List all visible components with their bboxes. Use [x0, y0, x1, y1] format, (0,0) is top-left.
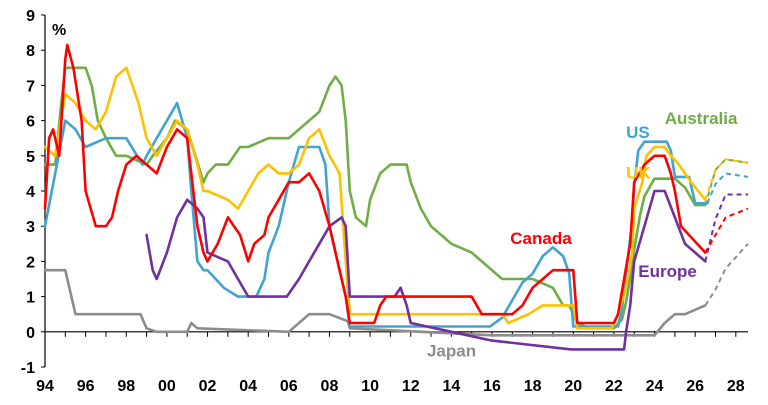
australia-line	[43, 66, 707, 330]
x-tick-label: 00	[158, 378, 176, 395]
japan-projection-line	[704, 243, 749, 306]
us-series-label: US	[626, 123, 650, 142]
canada-line	[43, 43, 707, 325]
series-labels: Australia US UK Canada Europe Japan	[427, 109, 738, 360]
x-tick-label: 20	[564, 378, 582, 395]
uk-projection-line	[704, 158, 749, 201]
uk-series-label: UK	[626, 164, 651, 183]
us-projection-line	[706, 172, 749, 204]
y-tick-label: 0	[26, 325, 35, 342]
y-tick-label: 8	[26, 43, 35, 60]
canada-series-label: Canada	[510, 229, 572, 248]
europe-series-label: Europe	[638, 262, 697, 281]
japan-line	[43, 268, 707, 337]
series-lines	[43, 43, 749, 351]
x-tick-label: 02	[199, 378, 217, 395]
y-tick-label: 2	[26, 254, 35, 271]
y-tick-label: 4	[26, 184, 35, 201]
x-tick-label: 94	[36, 378, 54, 395]
x-tick-label: 96	[77, 378, 95, 395]
canada-projection-line	[704, 207, 749, 254]
y-tick-label: 7	[26, 78, 35, 95]
europe-projection-line	[704, 193, 748, 262]
japan-series-label: Japan	[427, 341, 476, 360]
x-tick-label: 12	[402, 378, 420, 395]
y-tick-label: -1	[21, 360, 35, 377]
y-tick-label: 6	[26, 114, 35, 131]
uk-line	[43, 66, 707, 330]
x-tick-label: 28	[727, 378, 745, 395]
x-tick-label: 24	[646, 378, 664, 395]
x-tick-label: 22	[605, 378, 623, 395]
y-tick-label: 9	[26, 8, 35, 25]
x-tick-label: 18	[524, 378, 542, 395]
x-tick-label: 14	[442, 378, 460, 395]
y-tick-label: 1	[26, 290, 35, 307]
x-tick-label: 16	[483, 378, 501, 395]
x-tick-label: 06	[280, 378, 298, 395]
x-tick-label: 10	[361, 378, 379, 395]
x-tick-label: 04	[239, 378, 257, 395]
australia-series-label: Australia	[665, 109, 738, 128]
europe-line	[145, 189, 707, 351]
y-unit-label: %	[52, 22, 66, 39]
us-line	[43, 101, 709, 328]
y-tick-label: 5	[26, 149, 35, 166]
x-tick-label: 98	[117, 378, 135, 395]
y-tick-label: 3	[26, 219, 35, 236]
x-tick-label: 26	[686, 378, 704, 395]
x-tick-label: 08	[321, 378, 339, 395]
